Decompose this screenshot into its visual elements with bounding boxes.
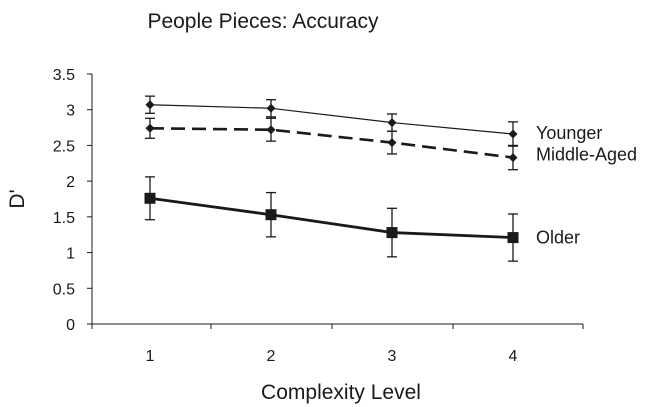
data-point: [387, 138, 397, 148]
data-point: [144, 192, 156, 204]
axes: [91, 74, 583, 325]
series-older: Older: [144, 176, 580, 262]
series-line: [149, 104, 514, 135]
series-label: Older: [536, 228, 580, 248]
y-tick-label: 1.5: [53, 210, 75, 227]
x-ticks: 1 2 3 4: [91, 324, 584, 365]
y-tick-label: 0: [66, 317, 75, 334]
x-tick-label: 3: [388, 348, 397, 365]
data-point: [145, 123, 155, 133]
series-middle-aged: Middle-Aged: [145, 117, 637, 171]
series-label: Younger: [536, 123, 602, 143]
data-point: [266, 125, 276, 135]
data-point: [386, 227, 398, 239]
series-line: [149, 126, 514, 159]
data-point: [145, 100, 155, 110]
y-tick-label: 2.5: [53, 138, 75, 155]
y-ticks: 0 0.5 1 1.5 2 2.5 3 3.5: [53, 67, 92, 334]
x-tick-label: 2: [267, 348, 276, 365]
series-younger: Younger: [145, 95, 602, 147]
chart-title: People Pieces: Accuracy: [147, 10, 379, 33]
data-point: [266, 103, 276, 113]
y-tick-label: 1: [66, 246, 75, 263]
series-label: Middle-Aged: [536, 145, 637, 165]
data-point: [508, 129, 518, 139]
x-tick-label: 4: [509, 348, 518, 365]
y-tick-label: 2: [66, 174, 75, 191]
x-axis-title: Complexity Level: [261, 381, 421, 404]
x-tick-label: 1: [146, 348, 155, 365]
data-point: [387, 118, 397, 128]
data-point: [265, 209, 277, 221]
y-tick-label: 3.5: [53, 67, 75, 84]
y-tick-label: 3: [66, 103, 75, 120]
y-axis-title: D': [6, 189, 29, 208]
data-point: [507, 232, 519, 244]
series-line: [149, 196, 514, 239]
data-point: [508, 153, 518, 163]
y-tick-label: 0.5: [53, 281, 75, 298]
